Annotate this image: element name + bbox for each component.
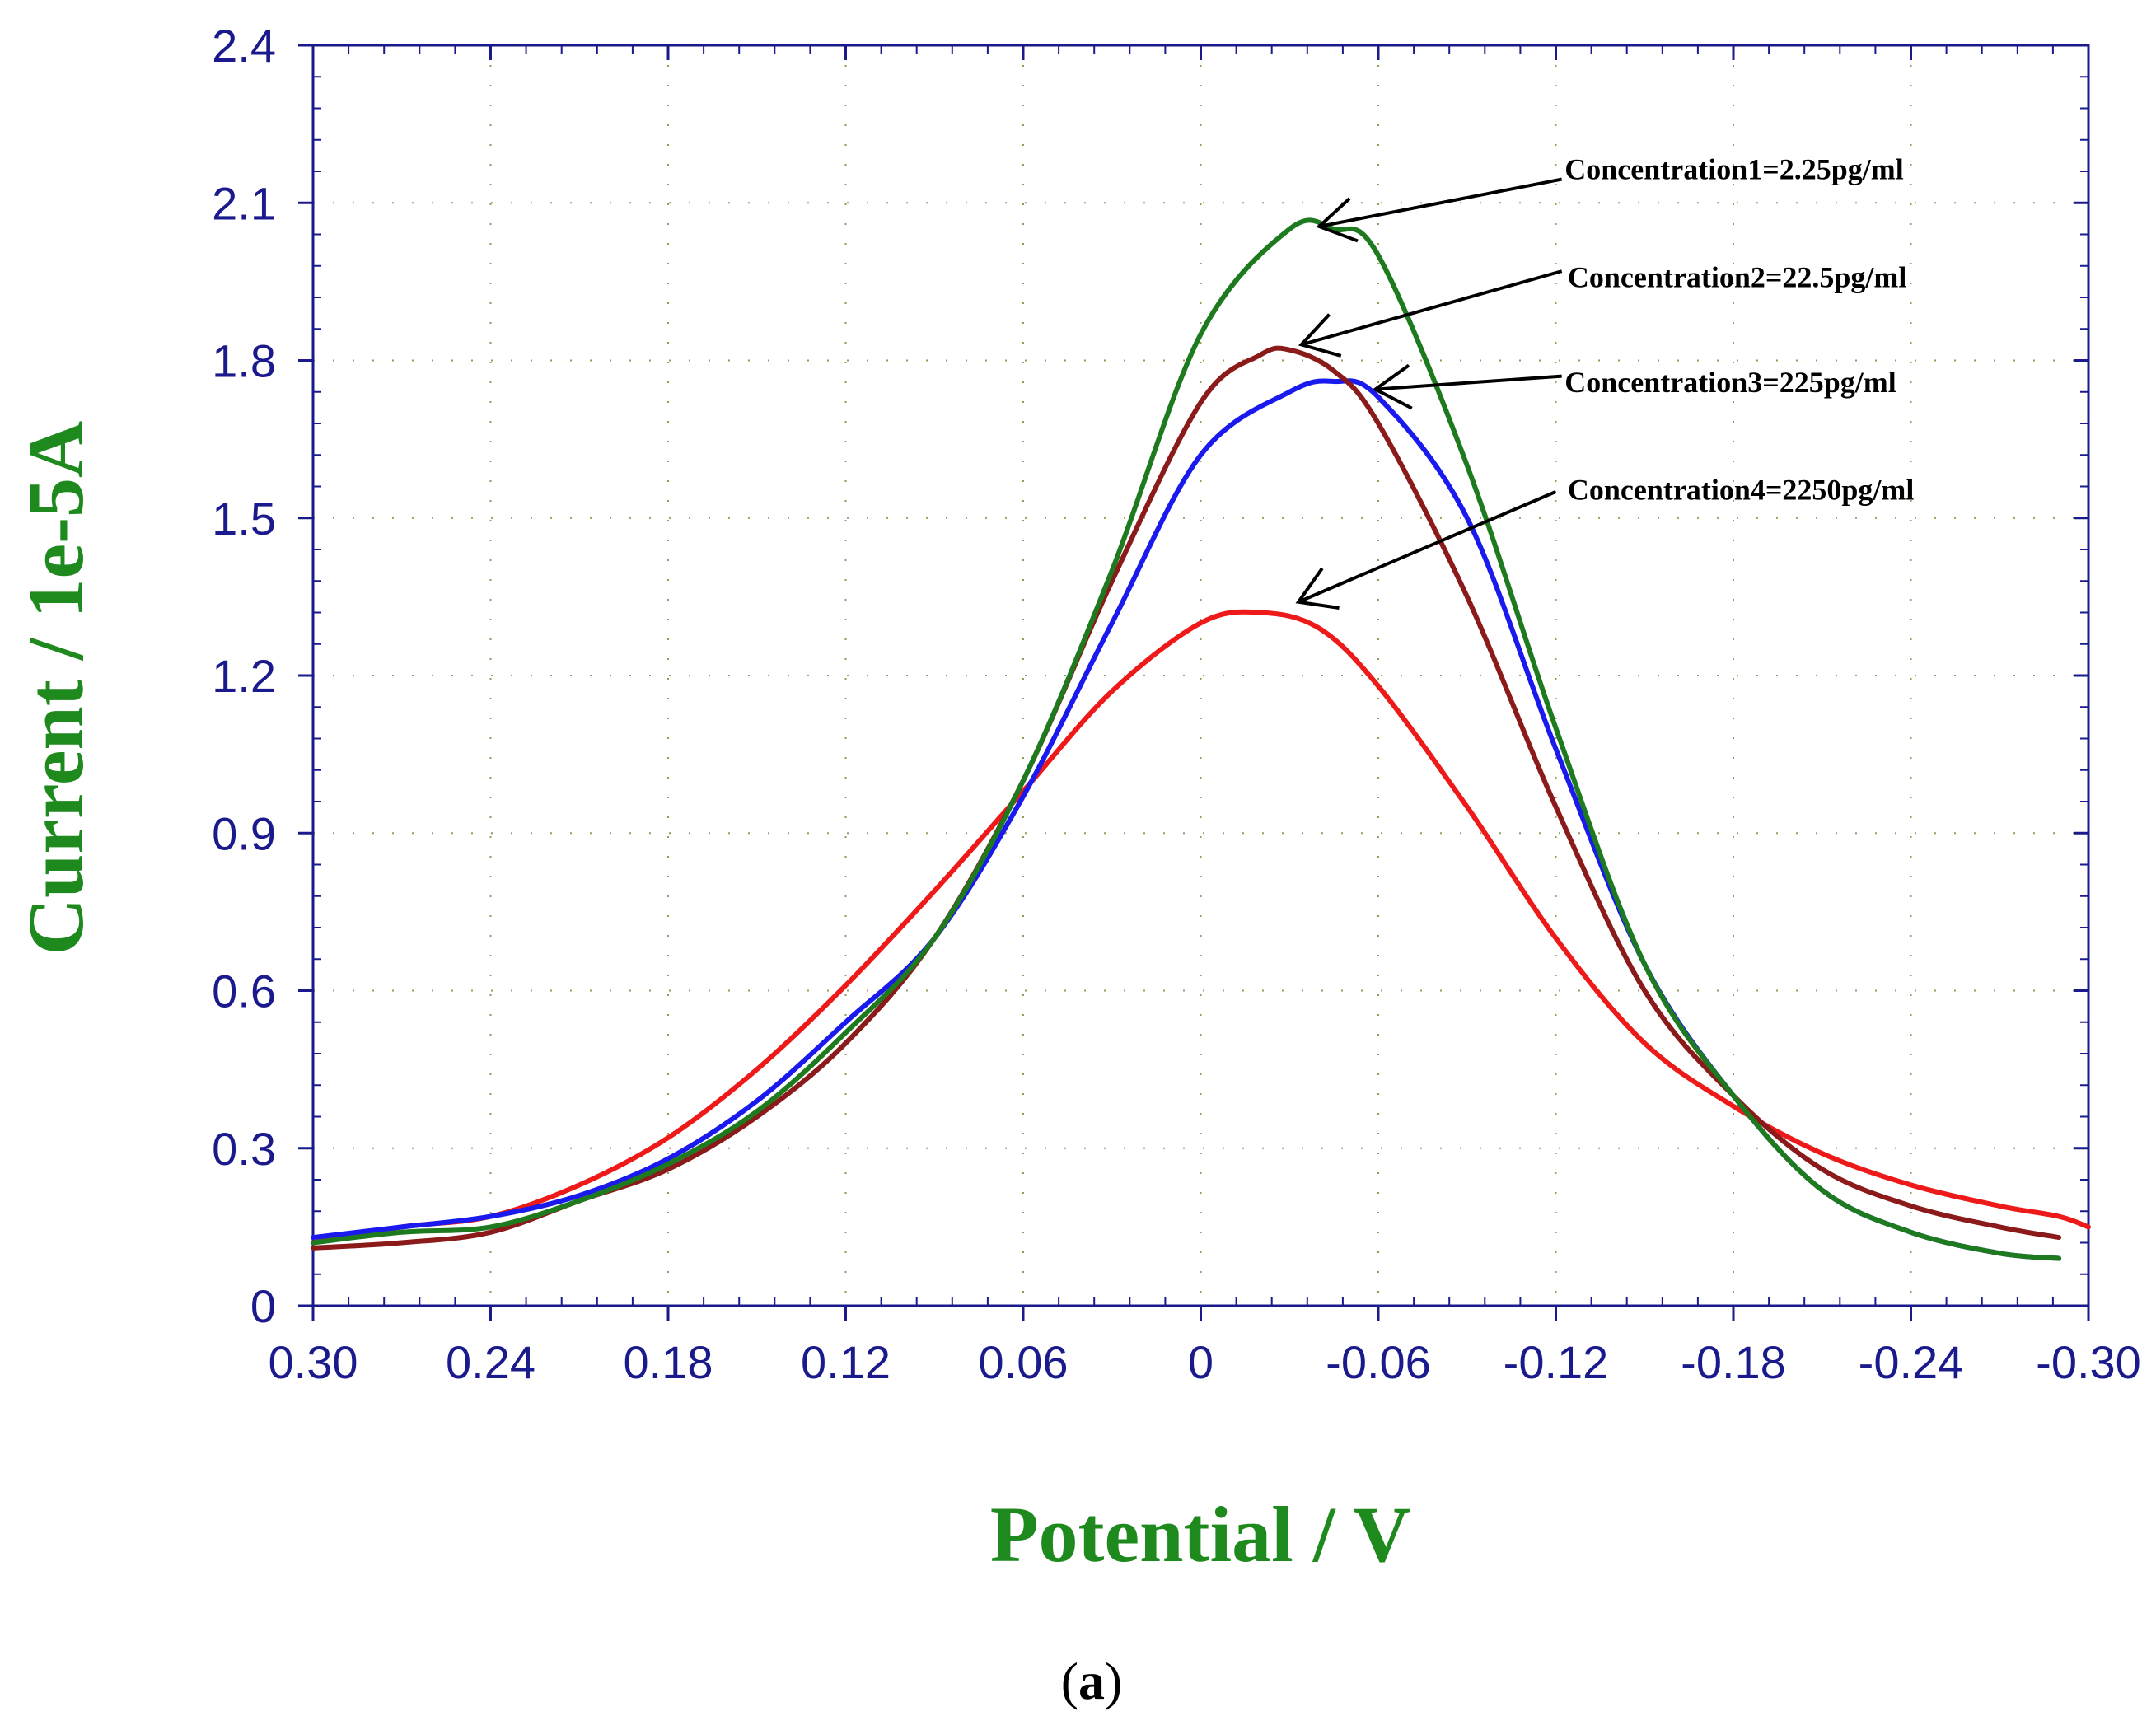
annotation-arrow-1 [1318, 177, 1563, 228]
annotation-arrowhead-4 [1295, 567, 1340, 610]
x-tick-label: -0.18 [1681, 1336, 1786, 1388]
major-ticks [298, 44, 2090, 1321]
y-tick-label: 2.1 [212, 177, 276, 229]
plot-background [313, 45, 2088, 1306]
caption-letter: a [1078, 1652, 1105, 1710]
y-tick-label: 2.4 [212, 20, 276, 72]
annotation-label-3: Concentration3=225pg/ml [1564, 366, 1896, 399]
x-tick-label: 0 [1188, 1336, 1214, 1388]
annotation-arrowhead-3 [1372, 363, 1413, 410]
x-tick-label: 0.30 [269, 1336, 358, 1388]
series [311, 217, 2091, 1261]
series-line-1 [311, 217, 2062, 1261]
annotations: Concentration1=2.25pg/ml Concentration2=2… [1295, 153, 1915, 610]
annotation-label-4: Concentration4=2250pg/ml [1568, 473, 1915, 506]
figure-caption: (a) [1061, 1652, 1123, 1710]
annotation-arrowhead-1 [1316, 197, 1359, 243]
y-tick-label: 0.9 [212, 807, 276, 859]
x-tick-label: 0.18 [624, 1336, 713, 1388]
caption-close-paren: ) [1105, 1652, 1122, 1710]
x-tick-label: -0.06 [1326, 1336, 1431, 1388]
x-tick-label: 0.24 [446, 1336, 535, 1388]
y-tick-label: 1.5 [212, 493, 276, 545]
x-axis-title: Potential / V [990, 1490, 1410, 1578]
annotation-arrowhead-2 [1298, 313, 1342, 358]
caption-open-paren: ( [1061, 1652, 1078, 1710]
y-tick-label: 1.2 [212, 650, 276, 702]
x-tick-labels: 0.30 0.24 0.18 0.12 0.06 0 -0.06 -0.12 -0.18 -0.2… [269, 1336, 2141, 1388]
x-tick-label: -0.30 [2036, 1336, 2141, 1388]
minor-ticks [313, 45, 2088, 1306]
y-tick-label: 0.6 [212, 966, 276, 1017]
x-tick-label: 0.06 [979, 1336, 1069, 1388]
x-tick-label: 0.12 [801, 1336, 891, 1388]
annotation-arrow-4 [1298, 490, 1557, 604]
annotation-label-1: Concentration1=2.25pg/ml [1564, 153, 1904, 186]
series-line-4 [311, 609, 2091, 1246]
annotation-label-2: Concentration2=22.5pg/ml [1568, 260, 1907, 293]
y-tick-label: 0.3 [212, 1123, 276, 1175]
y-axis-title: Current / 1e-5A [12, 421, 100, 956]
x-tick-label: -0.24 [1859, 1336, 1964, 1388]
x-tick-label: -0.12 [1504, 1336, 1609, 1388]
annotation-arrow-2 [1301, 269, 1563, 347]
y-tick-label: 0 [250, 1280, 276, 1332]
y-tick-label: 1.8 [212, 335, 276, 387]
y-tick-labels: 0 0.3 0.6 0.9 1.2 1.5 1.8 2.1 2.4 [212, 20, 276, 1332]
annotation-arrow-3 [1375, 374, 1562, 391]
